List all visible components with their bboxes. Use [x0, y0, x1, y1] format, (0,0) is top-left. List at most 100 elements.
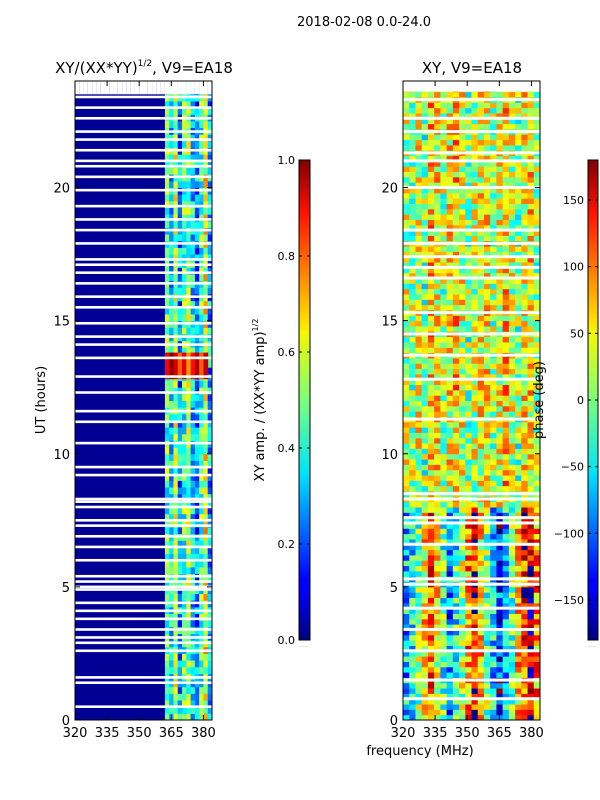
right-cell	[403, 560, 410, 567]
left-cell	[164, 706, 170, 714]
right-cell	[502, 634, 510, 641]
right-cell	[427, 336, 435, 343]
right-cell	[446, 294, 454, 300]
left-cell	[190, 526, 196, 535]
right-cell	[502, 139, 510, 146]
right-cell	[409, 528, 416, 535]
right-cell	[459, 688, 466, 694]
right-cell	[440, 608, 448, 614]
right-cell	[427, 294, 435, 300]
right-cell	[521, 427, 529, 433]
right-cell	[502, 645, 510, 652]
right-cell	[446, 650, 454, 657]
left-cell	[173, 220, 179, 228]
right-cell	[483, 336, 491, 343]
left-cell	[177, 420, 183, 428]
right-cell	[515, 602, 522, 609]
left-cell	[203, 380, 209, 388]
left-cell	[173, 447, 179, 455]
left-cell	[199, 447, 204, 455]
right-cell	[403, 682, 410, 689]
right-cell	[483, 443, 491, 449]
right-cell	[502, 602, 510, 609]
right-cell	[508, 544, 516, 551]
left-cell	[164, 207, 170, 215]
right-cell	[483, 549, 491, 556]
right-cell	[427, 661, 435, 668]
right-cell	[490, 373, 497, 380]
right-cell	[452, 666, 460, 673]
right-cell	[465, 347, 472, 354]
right-cell	[409, 283, 416, 290]
right-cell	[421, 299, 429, 306]
right-cell	[421, 411, 429, 417]
left-cell	[182, 300, 187, 308]
right-cell	[533, 533, 540, 540]
right-cell	[415, 522, 423, 529]
right-cell	[427, 549, 435, 556]
right-cell	[421, 437, 429, 444]
right-cell	[496, 192, 504, 199]
left-cell	[169, 700, 174, 708]
right-cell	[477, 501, 485, 508]
left-hot-cell	[173, 352, 179, 380]
left-cell	[194, 480, 200, 488]
left-cell	[199, 580, 204, 588]
left-gap	[75, 375, 212, 378]
right-cell	[521, 112, 529, 119]
left-colorbar	[298, 159, 311, 641]
right-cell	[533, 230, 540, 236]
right-cell	[421, 656, 429, 662]
right-cell	[502, 464, 510, 471]
left-cell	[164, 713, 170, 720]
left-cell	[182, 214, 187, 222]
left-cell	[177, 513, 183, 521]
right-cell	[452, 645, 460, 652]
right-cell	[427, 443, 435, 449]
right-cell	[527, 304, 535, 311]
left-cell	[194, 207, 200, 215]
right-cell	[483, 208, 491, 215]
left-cell	[164, 313, 170, 322]
left-cell	[169, 254, 174, 262]
right-cell	[421, 325, 429, 332]
left-cell	[169, 413, 174, 421]
right-cell	[496, 187, 504, 194]
right-cell	[508, 432, 516, 439]
right-cell	[459, 709, 466, 716]
right-cell	[452, 427, 460, 433]
right-cell	[533, 437, 540, 444]
left-cell	[164, 267, 170, 275]
right-cell	[502, 437, 510, 444]
right-cell	[403, 336, 410, 343]
right-cell	[465, 166, 472, 173]
left-cell	[177, 580, 183, 588]
right-cell	[490, 384, 497, 391]
left-cell	[190, 287, 196, 295]
left-cell	[186, 427, 192, 435]
left-colorbar-tick-label: 0.6	[278, 346, 296, 359]
right-cell	[427, 373, 435, 380]
right-cell	[465, 459, 472, 465]
right-cell	[471, 389, 479, 396]
left-hot-cell	[203, 352, 209, 380]
right-cell	[502, 214, 510, 220]
left-cell	[182, 380, 187, 388]
left-cell	[186, 167, 192, 175]
right-cell	[440, 672, 448, 678]
right-cell	[446, 123, 454, 130]
right-cell	[496, 469, 504, 476]
right-cell	[527, 278, 535, 284]
right-cell	[515, 357, 522, 364]
right-cell	[421, 347, 429, 354]
right-cell	[471, 432, 479, 439]
right-cell	[440, 565, 448, 572]
right-cell	[527, 507, 535, 513]
right-cell	[452, 107, 460, 114]
right-cell	[415, 363, 423, 370]
right-cell	[427, 672, 435, 678]
right-cell	[446, 256, 454, 263]
right-cell	[434, 640, 441, 646]
right-cell	[440, 336, 448, 343]
left-cell	[169, 447, 174, 455]
